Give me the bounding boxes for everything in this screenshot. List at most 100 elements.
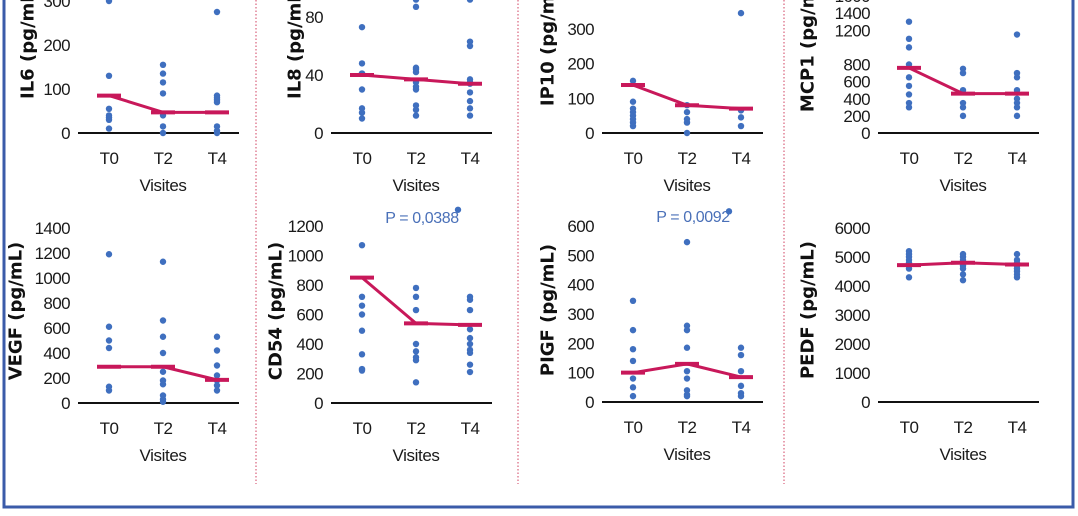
x-tick-label: T4	[208, 419, 227, 438]
data-point	[412, 293, 420, 300]
data-point	[905, 74, 913, 81]
y-tick-label: 1000	[35, 269, 71, 288]
data-point	[629, 122, 637, 130]
x-tick-label: T0	[100, 419, 119, 438]
x-tick-label: T0	[353, 149, 372, 168]
y-tick-label: 200	[296, 365, 323, 384]
data-point	[683, 322, 691, 329]
panel-vegf: VEGF (pg/mL) 0 200 400 600 800 1000 1200 1400 T0 T…	[6, 219, 239, 465]
data-point	[629, 77, 637, 85]
data-point	[683, 344, 691, 351]
data-point	[629, 346, 637, 353]
data-point	[412, 112, 420, 119]
data-point	[1013, 250, 1021, 258]
data-point	[358, 86, 366, 93]
data-point	[412, 0, 420, 3]
data-point	[905, 104, 913, 111]
y-tick-label: 400	[296, 335, 323, 354]
data-point	[905, 91, 913, 98]
data-point	[213, 333, 221, 340]
y-tick-label: 100	[567, 364, 594, 383]
y-tick-label: 1600	[835, 0, 871, 6]
data-point	[105, 323, 113, 330]
y-tick-label: 200	[567, 55, 594, 74]
x-tick-label: T4	[461, 419, 480, 438]
data-point	[358, 327, 366, 334]
data-point	[959, 104, 967, 111]
data-point	[466, 349, 474, 357]
mean-line	[350, 276, 482, 327]
y-tick-label: 200	[43, 369, 70, 388]
data-point	[213, 99, 221, 106]
y-tick-label: 300	[567, 20, 594, 39]
data-point	[629, 326, 637, 334]
data-point	[358, 115, 366, 122]
y-tick-label: 200	[843, 107, 870, 126]
y-axis-label: PIGF (pg/mL)	[538, 244, 559, 376]
y-tick-label: 800	[843, 56, 870, 75]
data-point	[466, 89, 474, 96]
data-point	[412, 340, 420, 348]
data-point	[159, 333, 167, 340]
data-point	[737, 382, 745, 390]
data-point	[959, 271, 967, 278]
data-point	[466, 105, 474, 112]
y-tick-label: 1200	[35, 244, 71, 263]
x-tick-label: T2	[954, 149, 973, 168]
data-point	[159, 349, 167, 357]
data-point	[683, 119, 691, 126]
data-point	[905, 44, 913, 51]
data-point	[159, 70, 167, 77]
data-point	[105, 337, 113, 344]
x-tick-label: T2	[407, 419, 426, 438]
data-point	[159, 129, 167, 137]
data-point	[159, 258, 167, 265]
panel-pedf: PEDF (pg/mL) 0 1000 2000 3000 4000 5000 6000 T0 T…	[798, 219, 1039, 464]
y-tick-label: 500	[567, 246, 594, 265]
data-point	[358, 367, 366, 374]
data-point	[412, 68, 420, 76]
data-point	[737, 114, 745, 121]
x-tick-label: T0	[353, 419, 372, 438]
y-axis-label: IP10 (pg/mL)	[538, 0, 559, 106]
data-point	[358, 311, 366, 318]
x-tick-label: T4	[208, 149, 227, 168]
x-tick-label: T2	[678, 418, 697, 437]
data-point	[737, 9, 745, 17]
y-tick-label: 800	[43, 294, 70, 313]
data-point	[466, 334, 474, 342]
data-point	[159, 79, 167, 86]
y-tick-label: 6000	[835, 219, 871, 238]
data-point	[1013, 112, 1021, 120]
data-point	[105, 72, 113, 80]
data-point	[412, 306, 420, 314]
data-point	[683, 238, 691, 246]
data-point	[959, 265, 967, 272]
data-point	[105, 387, 113, 394]
data-point	[683, 392, 691, 400]
data-point	[105, 116, 113, 124]
data-point	[737, 122, 745, 130]
x-axis-label: Visites	[140, 446, 187, 465]
data-point	[629, 98, 637, 105]
data-point	[213, 129, 221, 137]
y-tick-label: 0	[861, 124, 870, 143]
data-point	[1013, 31, 1021, 38]
data-point	[629, 375, 637, 382]
y-tick-label: 0	[585, 124, 594, 143]
data-point	[737, 344, 745, 351]
y-tick-label: 1200	[288, 217, 324, 236]
data-point	[905, 35, 913, 43]
panel-il6: IL6 (pg/mL) 0 100 200 300 T0 T2 T4 Visites	[18, 0, 239, 195]
x-axis-label: Visites	[140, 176, 187, 195]
data-point	[737, 351, 745, 359]
data-point	[737, 368, 745, 375]
data-point	[213, 8, 221, 16]
data-point	[466, 306, 474, 314]
y-axis-label: CD54 (pg/mL)	[266, 242, 287, 381]
y-tick-label: 400	[43, 344, 70, 363]
data-point	[105, 0, 113, 5]
y-axis-label: VEGF (pg/mL)	[6, 242, 27, 381]
x-tick-label: T2	[407, 149, 426, 168]
